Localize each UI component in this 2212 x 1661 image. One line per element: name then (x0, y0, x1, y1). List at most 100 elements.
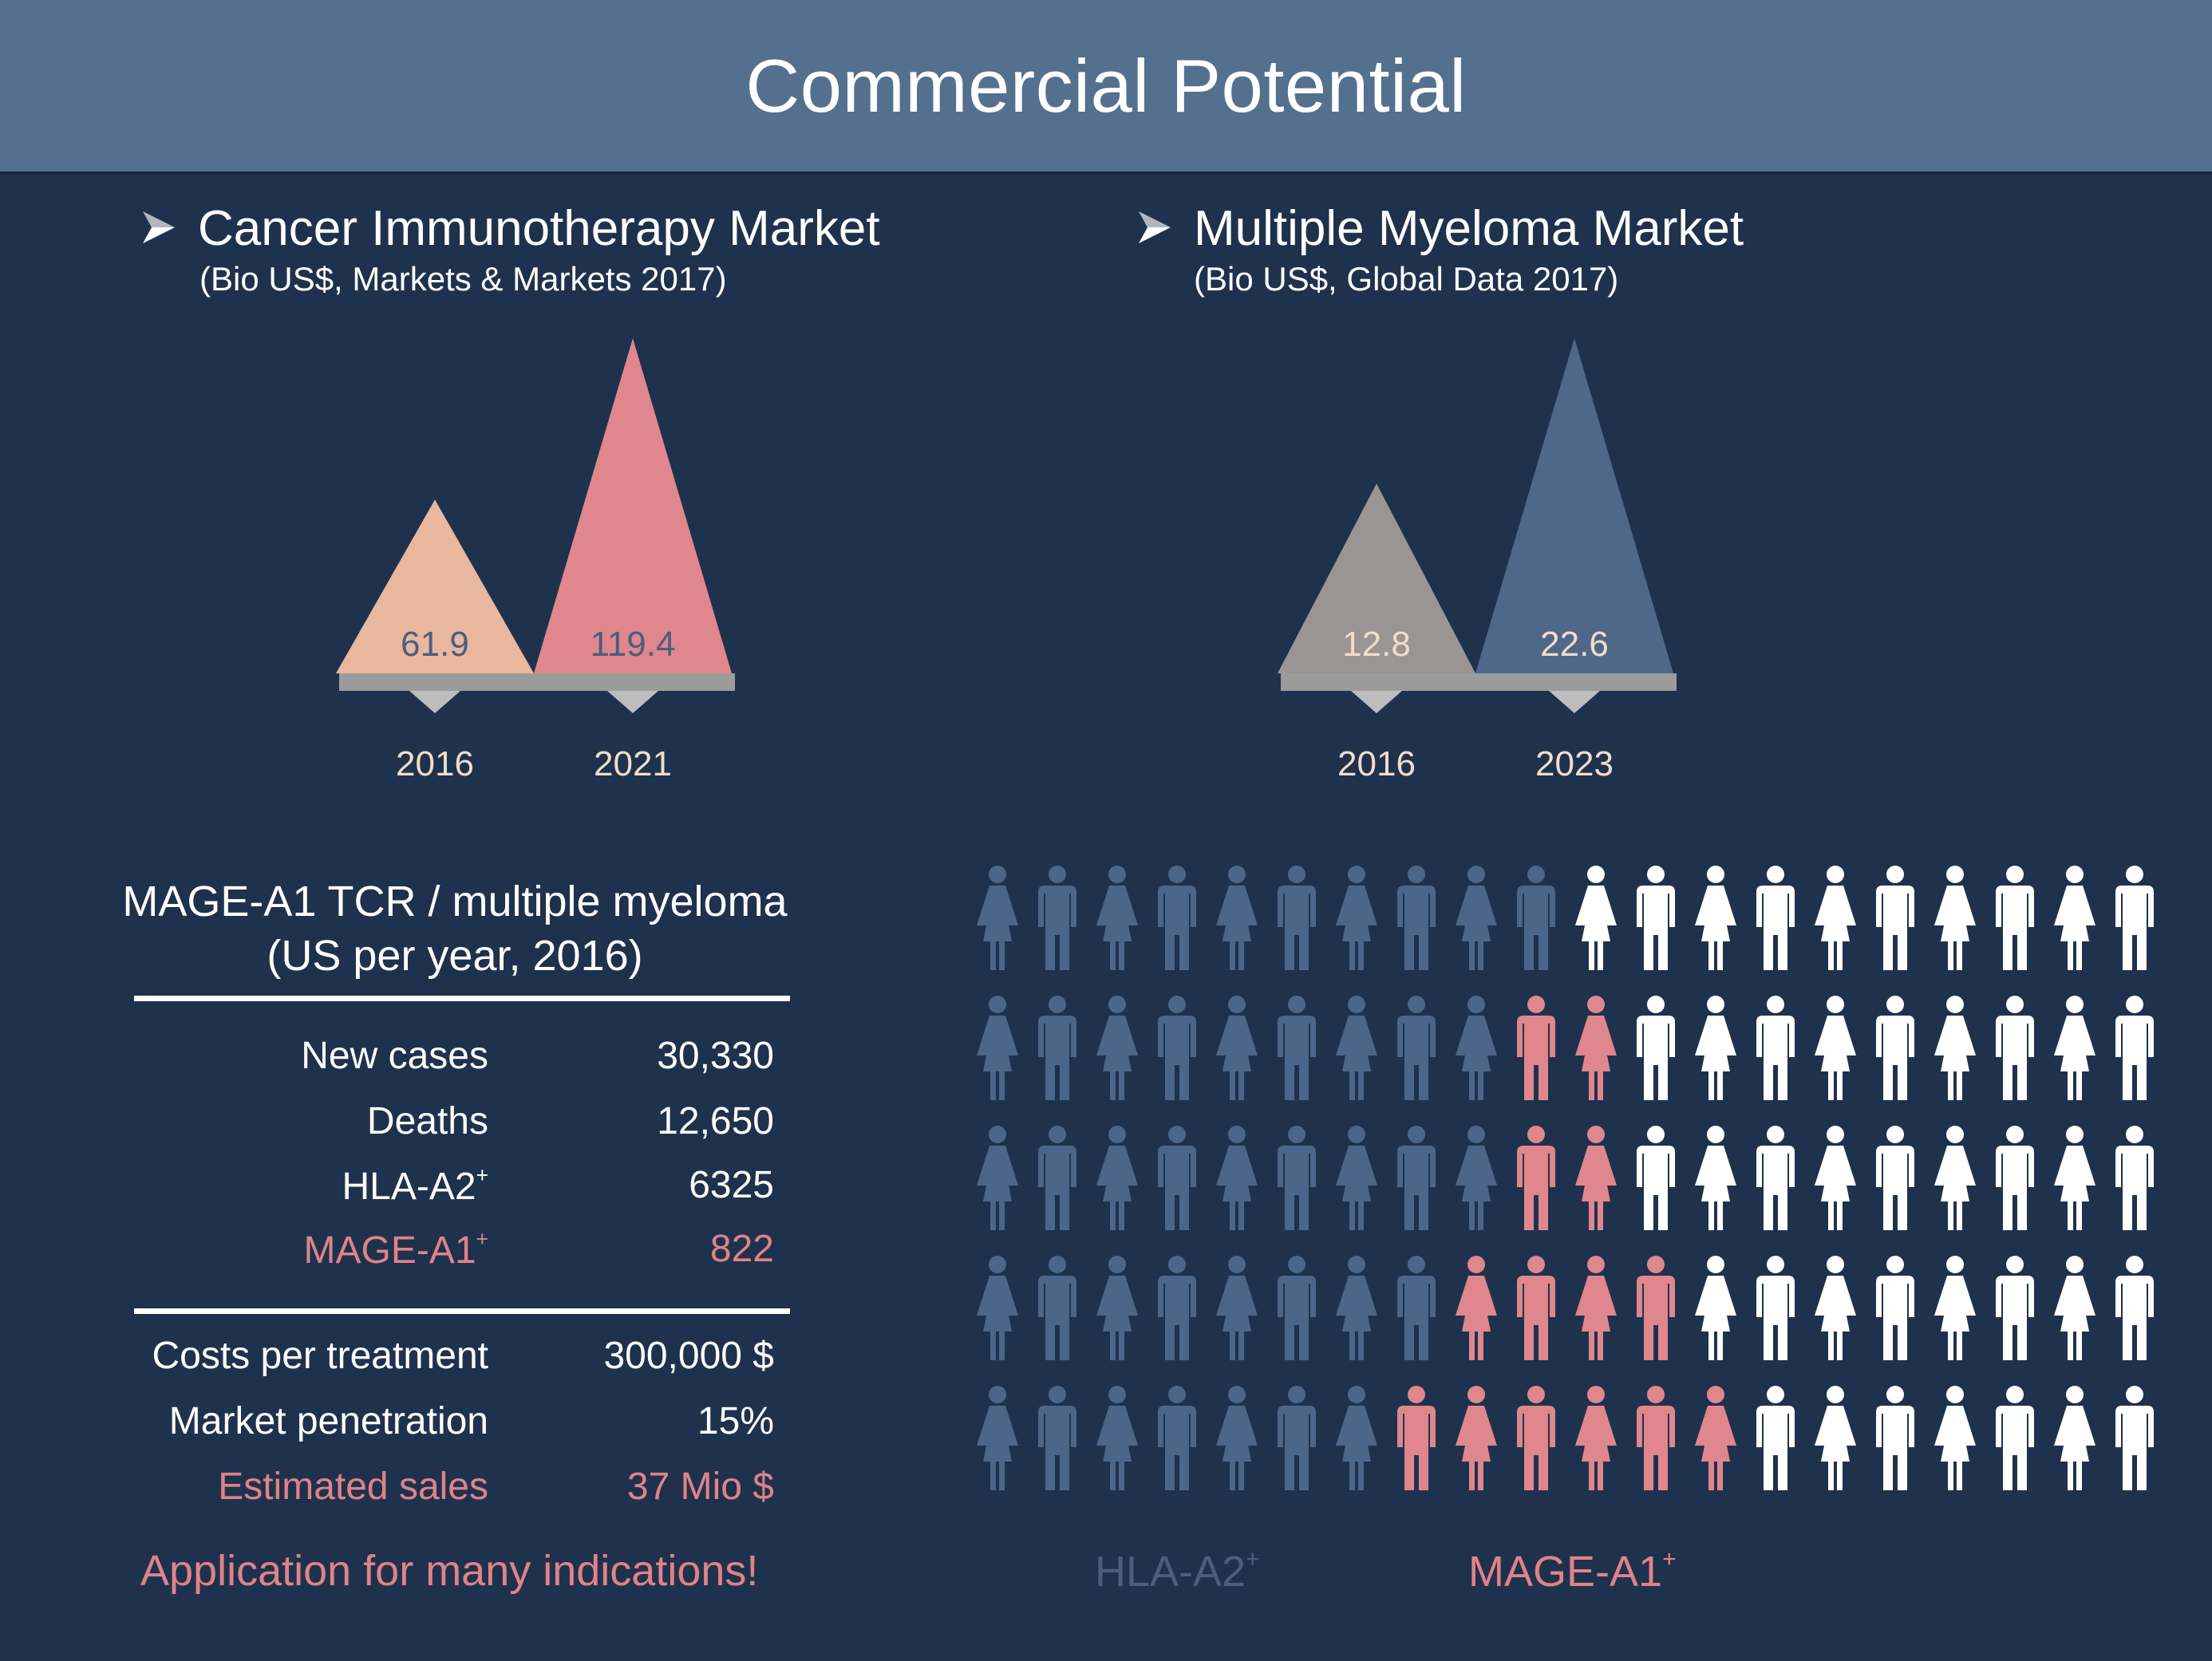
table-title: MAGE-A1 TCR / multiple myeloma (US per y… (80, 874, 830, 983)
arrow-bullet-icon (143, 211, 175, 243)
male-person-icon (1756, 866, 1795, 970)
category-label-2023: 2023 (1535, 744, 1614, 783)
legend-mage-a1: MAGE-A1+ (1468, 1546, 1677, 1596)
female-person-icon (1216, 1256, 1258, 1360)
male-person-icon (1756, 996, 1795, 1100)
female-person-icon (1695, 866, 1736, 970)
female-person-icon (1336, 996, 1377, 1100)
male-person-icon (1637, 1126, 1675, 1230)
female-person-icon (1096, 1256, 1138, 1360)
female-person-icon (1695, 1256, 1736, 1360)
female-person-icon (2054, 1126, 2095, 1230)
male-person-icon (1158, 1386, 1196, 1490)
female-person-icon (2054, 866, 2095, 970)
male-person-icon (1038, 1386, 1076, 1490)
male-person-icon (2115, 866, 2154, 970)
row-label: HLA-A2+ (342, 1163, 489, 1209)
male-person-icon (1038, 1256, 1076, 1360)
female-person-icon (1096, 1386, 1138, 1490)
male-person-icon (1038, 996, 1076, 1100)
female-person-icon (1456, 866, 1497, 970)
female-person-icon (1575, 1256, 1617, 1360)
female-person-icon (2054, 1256, 2095, 1360)
male-person-icon (1038, 1126, 1076, 1230)
male-person-icon (2115, 1256, 2154, 1360)
divider-top (134, 996, 790, 1001)
female-person-icon (977, 866, 1018, 970)
row-label: MAGE-A1+ (303, 1227, 488, 1272)
male-person-icon (1397, 1386, 1436, 1490)
value-label-2016: 61.9 (401, 625, 469, 664)
male-person-icon (1637, 866, 1675, 970)
female-person-icon (1456, 1126, 1497, 1230)
male-person-icon (1278, 996, 1316, 1100)
male-person-icon (1517, 1386, 1555, 1490)
chart-baseline (339, 673, 735, 691)
header-bar: Commercial Potential (0, 0, 2212, 174)
male-person-icon (1517, 1256, 1555, 1360)
bar-2023 (1475, 338, 1673, 673)
male-person-icon (1876, 1256, 1914, 1360)
female-person-icon (1456, 996, 1497, 1100)
female-person-icon (1815, 1386, 1856, 1490)
female-person-icon (1216, 1126, 1258, 1230)
bar-2016 (1278, 483, 1475, 673)
male-person-icon (1517, 996, 1555, 1100)
chart-baseline (1281, 673, 1677, 691)
male-person-icon (1996, 1126, 2034, 1230)
divider-bottom (134, 1308, 790, 1314)
male-person-icon (1756, 1126, 1795, 1230)
row-label: New cases (301, 1035, 488, 1077)
population-pictogram (977, 866, 2154, 1490)
male-person-icon (1517, 866, 1555, 970)
female-person-icon (1096, 866, 1138, 970)
male-person-icon (1278, 1386, 1316, 1490)
tick-marker-2016 (409, 691, 460, 713)
female-person-icon (1695, 1126, 1736, 1230)
male-person-icon (2115, 1126, 2154, 1230)
value-label-2023: 22.6 (1540, 625, 1609, 664)
female-person-icon (1934, 866, 1976, 970)
male-person-icon (1397, 996, 1436, 1100)
female-person-icon (1934, 996, 1976, 1100)
male-person-icon (1158, 1256, 1196, 1360)
male-person-icon (1517, 1126, 1555, 1230)
table-row-penetration: Market penetration 15% (80, 1399, 774, 1452)
male-person-icon (1996, 1386, 2034, 1490)
female-person-icon (1695, 1386, 1736, 1490)
female-person-icon (1336, 1126, 1377, 1230)
female-person-icon (1575, 996, 1617, 1100)
row-label: Market penetration (168, 1400, 488, 1442)
bar-2021 (534, 338, 732, 673)
male-person-icon (1158, 866, 1196, 970)
tick-marker-2023 (1549, 691, 1600, 713)
table-title-line-2: (US per year, 2016) (267, 932, 643, 980)
male-person-icon (1876, 1386, 1914, 1490)
bar-2016 (336, 499, 534, 673)
female-person-icon (1456, 1386, 1497, 1490)
row-value: 300,000 $ (603, 1335, 774, 1377)
male-person-icon (2115, 1386, 2154, 1490)
male-person-icon (1397, 1256, 1436, 1360)
female-person-icon (1934, 1256, 1976, 1360)
row-label: Deaths (366, 1100, 488, 1142)
female-person-icon (977, 996, 1018, 1100)
female-person-icon (977, 1256, 1018, 1360)
male-person-icon (1158, 996, 1196, 1100)
table-row-new-cases: New cases 30,330 (80, 1034, 774, 1087)
row-value: 12,650 (657, 1100, 774, 1142)
female-person-icon (1815, 866, 1856, 970)
male-person-icon (1637, 1386, 1675, 1490)
female-person-icon (1216, 1386, 1258, 1490)
page-title: Commercial Potential (745, 43, 1467, 128)
chart-1-subtitle: (Bio US$, Markets & Markets 2017) (199, 260, 727, 298)
table-row-deaths: Deaths 12,650 (80, 1099, 774, 1152)
table-row-mage-a1: MAGE-A1+ 822 (80, 1227, 774, 1280)
table-row-hla-a2: HLA-A2+ 6325 (80, 1163, 775, 1216)
female-person-icon (1934, 1126, 1976, 1230)
footer-note: Application for many indications! (140, 1547, 759, 1595)
female-person-icon (977, 1386, 1018, 1490)
male-person-icon (1756, 1386, 1795, 1490)
table-title-line-1: MAGE-A1 TCR / multiple myeloma (122, 878, 788, 925)
legend-hla-a2: HLA-A2+ (1095, 1546, 1260, 1596)
